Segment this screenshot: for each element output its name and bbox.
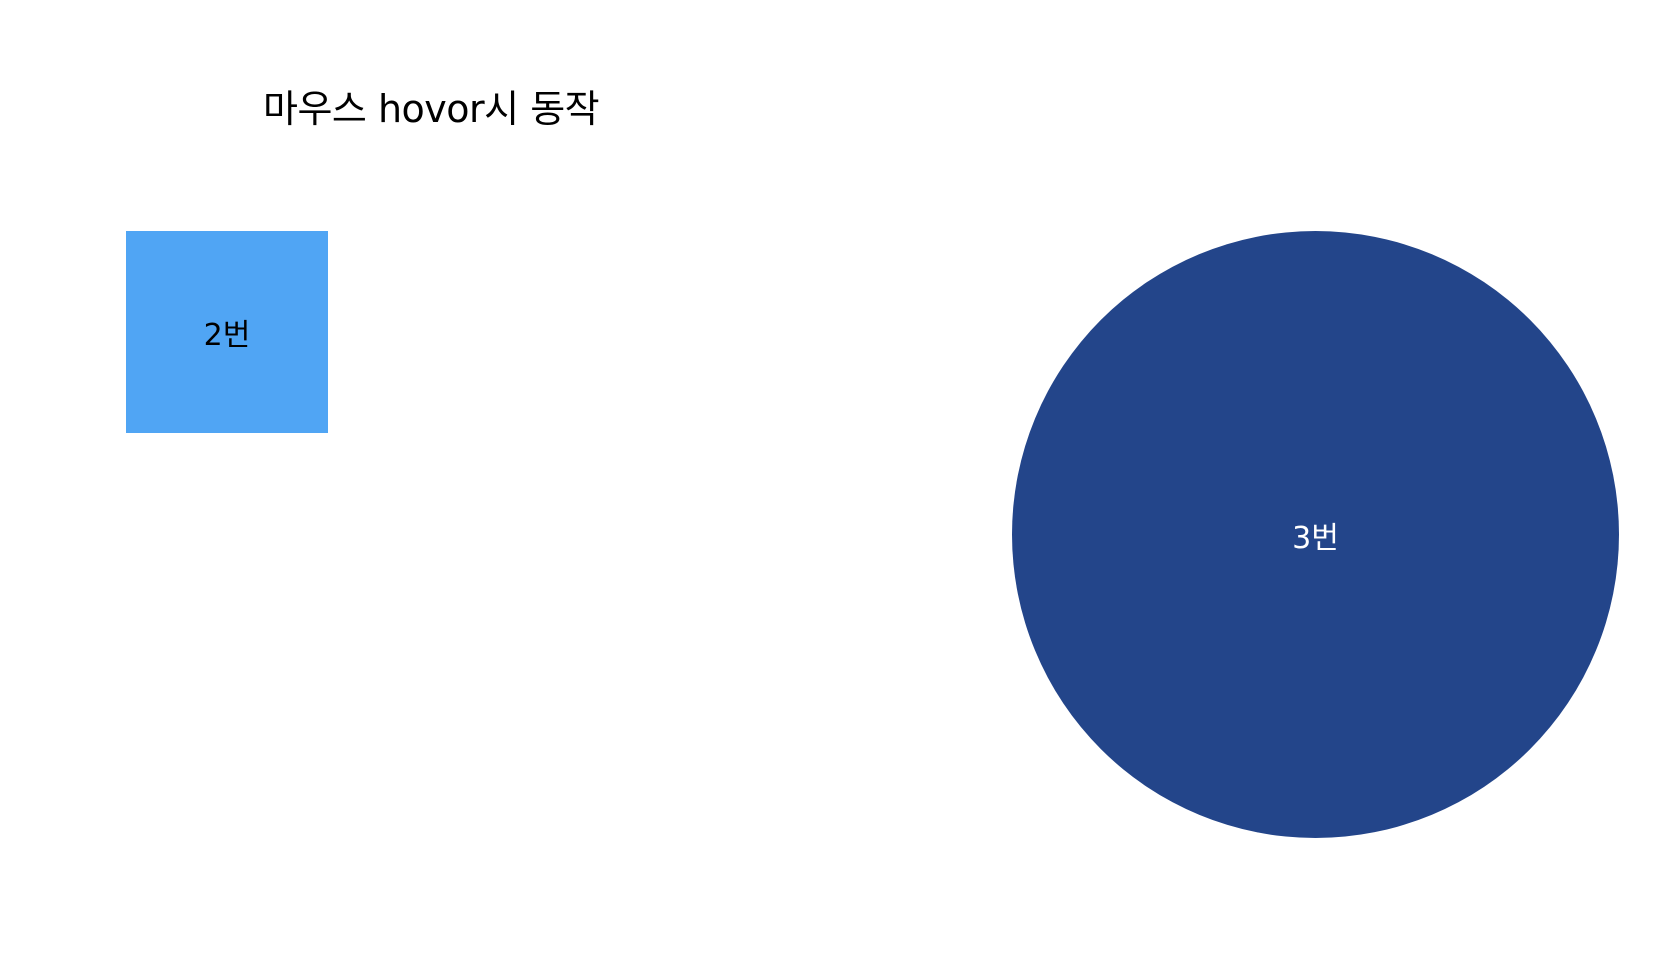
box-2-label: 2번 [203,318,251,353]
box-3-label: 3번 [1292,520,1339,556]
page-title: 마우스 hovor시 동작 [263,87,600,131]
box-2[interactable]: 2번 [126,231,328,433]
circle-box-3[interactable]: 3번 [1012,231,1619,838]
